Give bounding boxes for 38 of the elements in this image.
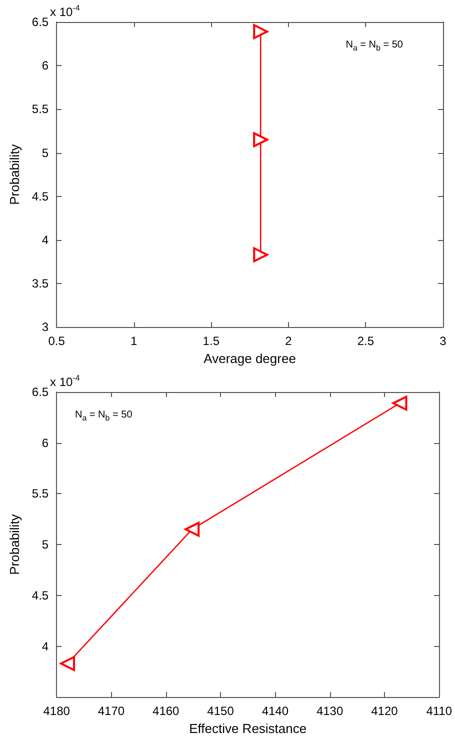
y-axis-title: Probability bbox=[7, 514, 22, 575]
y-tick-label: 6 bbox=[42, 436, 49, 450]
y-tick-label: 4 bbox=[42, 639, 49, 654]
y-tick-label: 6 bbox=[42, 58, 49, 73]
y-tick-label: 3.5 bbox=[32, 276, 49, 291]
x-axis-title: Effective Resistance bbox=[189, 721, 307, 736]
point bbox=[392, 396, 408, 411]
x-tick-label: 1 bbox=[130, 334, 138, 348]
x-tick-label: 4110 bbox=[426, 704, 452, 718]
point bbox=[253, 24, 268, 40]
x-tick-label: 4150 bbox=[207, 704, 234, 718]
point bbox=[253, 247, 268, 262]
y-tick-label: 3 bbox=[42, 320, 49, 334]
y-tick-label: 5 bbox=[42, 538, 49, 552]
y-tick-label: 6.5 bbox=[32, 15, 49, 29]
x-tick-label: 4170 bbox=[98, 704, 125, 718]
x-axis-title: Average degree bbox=[204, 351, 296, 366]
y-tick-label: 5.5 bbox=[32, 102, 49, 116]
x-tick-label: 4120 bbox=[371, 704, 398, 718]
y-tick-label: 4 bbox=[42, 232, 49, 247]
y-axis-title: Probability bbox=[7, 144, 22, 205]
x-tick-label: 0.5 bbox=[48, 334, 66, 348]
y-tick-label: 5 bbox=[42, 146, 49, 160]
y-tick-label: 5.5 bbox=[32, 486, 49, 501]
x-tick-label: 4180 bbox=[43, 704, 70, 718]
point bbox=[253, 132, 268, 148]
x-tick-label: 3 bbox=[440, 334, 447, 348]
x-tick-label: 2.5 bbox=[357, 334, 374, 348]
y-tick-label: 6.5 bbox=[32, 385, 49, 399]
point bbox=[60, 656, 76, 672]
x-tick-label: 1.5 bbox=[202, 334, 220, 348]
y-tick-label: 4.5 bbox=[32, 588, 49, 602]
point bbox=[184, 522, 200, 537]
y-tick-label: 4.5 bbox=[32, 189, 49, 204]
x-tick-label: 4130 bbox=[316, 704, 344, 718]
x-tick-label: 2 bbox=[285, 334, 292, 348]
x-tick-label: 4140 bbox=[262, 704, 289, 718]
x-tick-label: 4160 bbox=[152, 704, 180, 718]
